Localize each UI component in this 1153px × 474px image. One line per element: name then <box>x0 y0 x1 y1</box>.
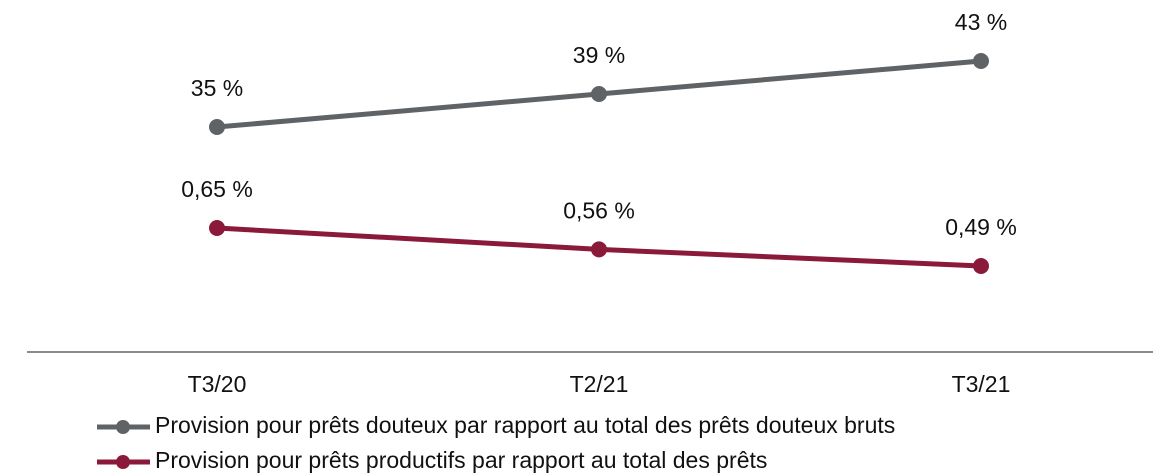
data-label: 35 % <box>191 75 243 101</box>
point <box>209 220 225 236</box>
legend-label: Provision pour prêts douteux par rapport… <box>155 412 895 438</box>
data-label: 0,56 % <box>563 197 635 223</box>
legend-marker <box>116 420 130 434</box>
data-label: 0,65 % <box>181 176 253 202</box>
point <box>973 258 989 274</box>
point <box>591 241 607 258</box>
point <box>591 86 607 102</box>
data-label: 0,49 % <box>945 214 1017 240</box>
x-tick-label: T3/20 <box>188 371 247 397</box>
legend-label: Provision pour prêts productifs par rapp… <box>155 447 767 473</box>
x-tick-label: T3/21 <box>952 371 1011 397</box>
x-tick-label: T2/21 <box>570 371 629 397</box>
data-label: 43 % <box>955 9 1007 35</box>
point <box>209 119 225 135</box>
data-label: 39 % <box>573 42 625 68</box>
point <box>973 53 989 69</box>
legend-marker <box>116 455 130 469</box>
